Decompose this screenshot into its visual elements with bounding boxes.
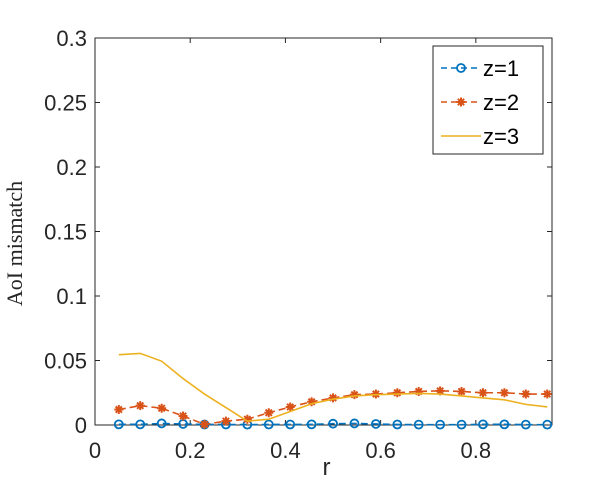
y-tick-label: 0.2 xyxy=(56,155,87,180)
data-point xyxy=(370,419,381,429)
data-point xyxy=(199,419,209,429)
data-point xyxy=(478,419,488,430)
data-point xyxy=(520,419,531,430)
data-point xyxy=(457,386,467,396)
legend-marker xyxy=(456,63,466,73)
x-axis-label: r xyxy=(323,454,331,481)
data-point xyxy=(113,419,124,430)
y-axis-label: AoI mismatch xyxy=(2,181,27,306)
x-tick-label: 0.8 xyxy=(461,438,492,463)
data-point xyxy=(456,419,467,430)
data-point xyxy=(392,388,402,398)
y-tick-label: 0.15 xyxy=(44,220,87,245)
data-point xyxy=(242,414,252,424)
y-axis: 0 0.05 0.1 0.15 0.2 0.25 0.3 xyxy=(44,26,552,438)
data-point xyxy=(135,419,146,430)
data-point xyxy=(542,419,553,430)
data-point xyxy=(499,419,510,430)
data-point xyxy=(156,418,167,429)
data-point xyxy=(413,419,424,430)
data-point xyxy=(306,419,317,430)
legend: z=1 z=2 z=3 xyxy=(432,45,544,155)
data-point xyxy=(349,390,359,400)
data-point xyxy=(435,386,445,396)
legend-entry: z=1 xyxy=(441,56,519,81)
y-tick-label: 0.25 xyxy=(44,91,87,116)
data-point xyxy=(328,418,338,429)
x-tick-label: 0.4 xyxy=(270,438,301,463)
data-point xyxy=(499,388,509,398)
x-tick-label: 0.6 xyxy=(365,438,396,463)
legend-label: z=2 xyxy=(483,90,519,115)
series-line xyxy=(118,422,548,426)
data-point xyxy=(114,405,124,415)
data-point xyxy=(263,419,274,430)
data-point xyxy=(414,386,424,396)
x-axis: 0 0.2 0.4 0.6 0.8 xyxy=(89,38,491,463)
legend-marker xyxy=(456,97,466,107)
data-point xyxy=(349,418,360,429)
y-tick-label: 0 xyxy=(75,413,87,438)
data-point xyxy=(135,401,145,411)
data-point xyxy=(478,388,488,398)
legend-label: z=3 xyxy=(483,124,519,149)
data-point xyxy=(392,419,403,430)
x-tick-label: 0 xyxy=(89,438,101,463)
legend-entry: z=3 xyxy=(441,124,519,149)
y-tick-label: 0.3 xyxy=(56,26,87,51)
data-point xyxy=(328,393,338,403)
data-point xyxy=(307,397,317,407)
series-z=2 xyxy=(114,386,552,429)
x-tick-label: 0.2 xyxy=(175,438,206,463)
data-point xyxy=(178,411,188,421)
data-point xyxy=(521,389,531,399)
data-point xyxy=(264,408,274,418)
y-tick-label: 0.05 xyxy=(44,349,87,374)
legend-label: z=1 xyxy=(483,56,519,81)
series-line xyxy=(118,352,548,422)
data-point xyxy=(542,389,552,399)
legend-entry: z=2 xyxy=(441,90,519,115)
y-tick-label: 0.1 xyxy=(56,284,87,309)
series-z=3 xyxy=(118,352,548,422)
data-point xyxy=(285,402,295,412)
data-point xyxy=(435,419,446,430)
data-point xyxy=(221,416,231,426)
data-point xyxy=(157,403,167,413)
series-group xyxy=(113,352,553,430)
data-point xyxy=(285,419,296,430)
